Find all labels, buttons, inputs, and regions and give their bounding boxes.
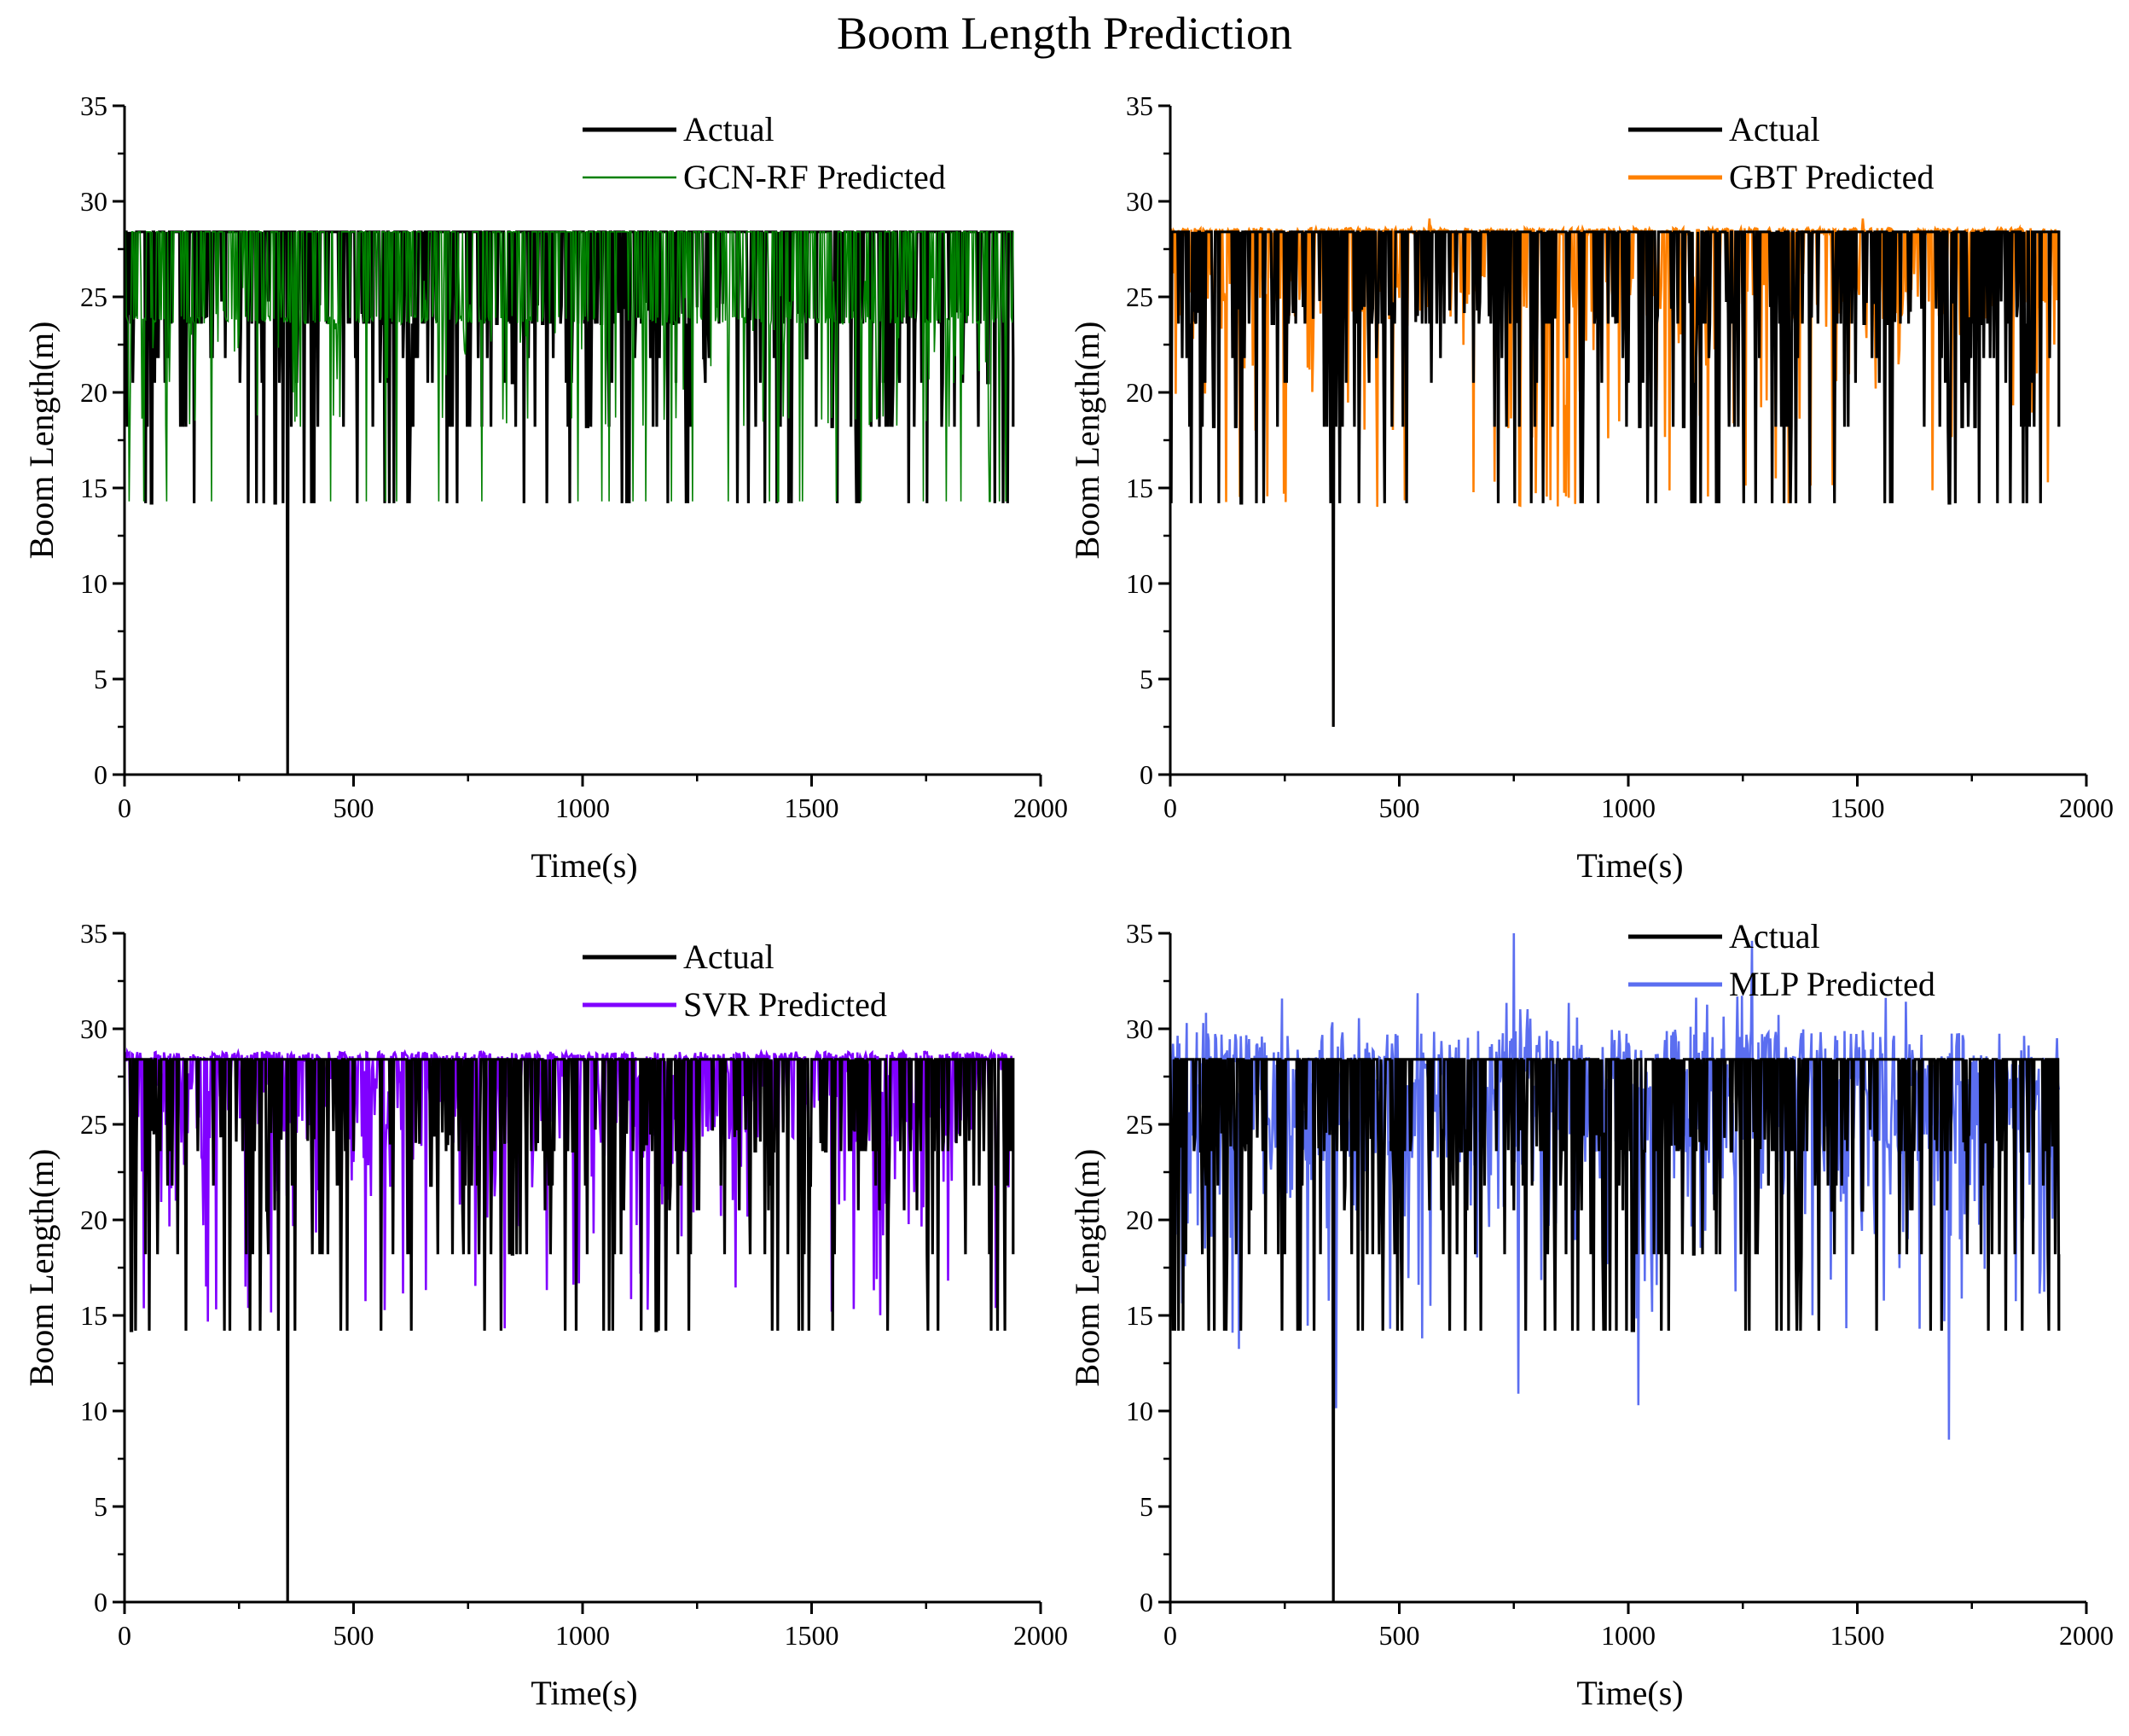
y-tick-label: 10 [1126, 568, 1153, 599]
x-tick-label: 1500 [785, 1620, 839, 1651]
y-tick-label: 35 [1126, 918, 1153, 949]
x-axis-title: Time(s) [1576, 846, 1683, 885]
x-tick-label: 1000 [555, 793, 610, 823]
chart-panel-4: 0 5 10 15 20 25 30 35 0 500 1000 1500 2000 Time(s) Boo… [1068, 917, 2114, 1712]
chart-panel-2: 0 5 10 15 20 25 30 35 0 500 1000 1500 2000 Time(s) Boo… [1068, 90, 2114, 885]
legend-label: GCN-RF Predicted [683, 158, 946, 196]
y-tick-label: 15 [1126, 1300, 1153, 1331]
x-tick-label: 0 [1163, 793, 1177, 823]
y-axis-title: Boom Length(m) [22, 322, 61, 560]
legend-label: GBT Predicted [1729, 158, 1934, 196]
x-tick-label: 1500 [1830, 793, 1885, 823]
y-tick-label: 0 [1140, 759, 1153, 790]
x-tick-label: 500 [334, 1620, 374, 1651]
x-tick-label: 1000 [1601, 793, 1656, 823]
x-axis-title: Time(s) [1576, 1674, 1683, 1712]
y-tick-label: 35 [80, 918, 107, 949]
y-tick-label: 25 [80, 1109, 107, 1140]
x-tick-label: 2000 [1013, 1620, 1068, 1651]
legend-label: MLP Predicted [1729, 965, 1935, 1003]
chart-panel-3: 0 5 10 15 20 25 30 35 0 500 1000 1500 2000 Time(s) Boo… [22, 918, 1068, 1712]
y-tick-label: 10 [80, 568, 107, 599]
legend-label: SVR Predicted [683, 985, 887, 1024]
x-tick-label: 0 [118, 793, 131, 823]
y-tick-label: 35 [80, 90, 107, 121]
x-tick-label: 0 [118, 1620, 131, 1651]
legend-label: Actual [1729, 110, 1820, 148]
y-tick-label: 0 [94, 1587, 107, 1617]
y-tick-label: 5 [1140, 1491, 1153, 1522]
chart-panel-1: 0 5 10 15 20 25 30 35 0 500 1000 1500 2000 Time(s) Boo… [22, 90, 1068, 885]
y-tick-label: 10 [80, 1396, 107, 1426]
x-tick-label: 1500 [785, 793, 839, 823]
y-tick-label: 5 [94, 664, 107, 694]
y-axis-title: Boom Length(m) [1068, 322, 1106, 560]
series-line-actual [1170, 230, 2061, 728]
y-tick-label: 20 [80, 1205, 107, 1235]
series-line-predicted [125, 231, 1014, 502]
x-tick-label: 500 [1379, 1620, 1420, 1651]
y-tick-label: 0 [1140, 1587, 1153, 1617]
y-tick-label: 20 [1126, 377, 1153, 408]
series-line-actual [125, 1058, 1015, 1602]
y-tick-label: 25 [80, 282, 107, 312]
x-axis-title: Time(s) [531, 1674, 637, 1712]
legend-label: Actual [683, 110, 774, 148]
y-tick-label: 15 [80, 473, 107, 503]
x-tick-label: 500 [1379, 793, 1420, 823]
x-tick-label: 1000 [1601, 1620, 1656, 1651]
y-tick-label: 30 [80, 186, 107, 217]
x-tick-label: 2000 [2059, 793, 2114, 823]
x-tick-label: 1000 [555, 1620, 610, 1651]
y-tick-label: 25 [1126, 1109, 1153, 1140]
y-tick-label: 20 [1126, 1205, 1153, 1235]
x-tick-label: 2000 [1013, 793, 1068, 823]
series-line-actual [1170, 1058, 2061, 1602]
y-tick-label: 25 [1126, 282, 1153, 312]
y-tick-label: 15 [1126, 473, 1153, 503]
y-tick-label: 5 [1140, 664, 1153, 694]
x-tick-label: 500 [334, 793, 374, 823]
y-tick-label: 15 [80, 1300, 107, 1331]
y-tick-label: 0 [94, 759, 107, 790]
y-tick-label: 30 [80, 1013, 107, 1044]
figure-title: Boom Length Prediction [837, 8, 1292, 59]
legend-label: Actual [683, 938, 774, 976]
x-tick-label: 0 [1163, 1620, 1177, 1651]
legend-label: Actual [1729, 917, 1820, 955]
y-tick-label: 30 [1126, 186, 1153, 217]
y-axis-title: Boom Length(m) [22, 1149, 61, 1387]
y-tick-label: 35 [1126, 90, 1153, 121]
y-tick-label: 10 [1126, 1396, 1153, 1426]
x-tick-label: 1500 [1830, 1620, 1885, 1651]
y-tick-label: 20 [80, 377, 107, 408]
x-tick-label: 2000 [2059, 1620, 2114, 1651]
y-tick-label: 5 [94, 1491, 107, 1522]
x-axis-title: Time(s) [531, 846, 637, 885]
y-axis-title: Boom Length(m) [1068, 1149, 1106, 1387]
y-tick-label: 30 [1126, 1013, 1153, 1044]
